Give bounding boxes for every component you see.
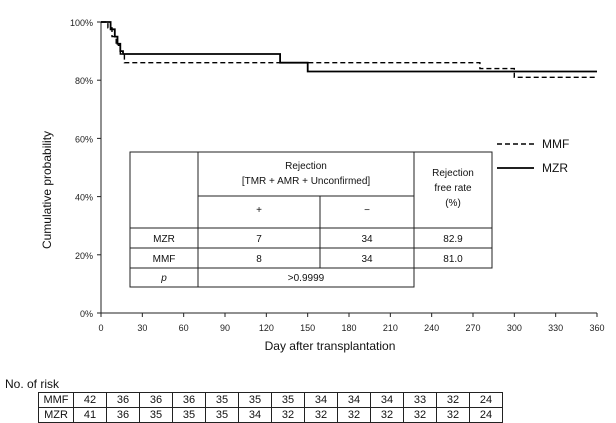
risk-cell: 34 [337, 392, 371, 408]
risk-cell: 35 [238, 392, 272, 408]
y-axis-title: Cumulative probability [40, 131, 54, 249]
risk-cell: 32 [436, 392, 470, 408]
free-rate-unit: (%) [445, 198, 461, 209]
x-tick-label: 270 [465, 323, 480, 333]
risk-cell: 42 [73, 392, 107, 408]
risk-row-mmf: MMF 42 36 36 36 35 35 35 34 34 34 33 32 24 [38, 392, 503, 408]
risk-cell: 35 [271, 392, 305, 408]
risk-row-label: MZR [38, 407, 74, 423]
rejection-free-table: Rejection free rate (%) 82.9 81.0 [413, 151, 493, 269]
risk-row-mzr: MZR 41 36 35 35 35 34 32 32 32 32 32 32 24 [38, 407, 503, 423]
x-axis-title: Day after transplantation [265, 339, 396, 353]
legend-mzr-label: MZR [542, 161, 568, 175]
x-tick-label: 0 [98, 323, 103, 333]
risk-cell: 35 [205, 392, 239, 408]
risk-cell: 33 [403, 392, 437, 408]
y-tick-label: 0% [80, 309, 93, 319]
risk-cell: 24 [469, 392, 503, 408]
x-ticks: 0 30 60 90 120 150 180 210 240 270 300 330 360 [98, 313, 605, 333]
risk-cell: 24 [469, 407, 503, 423]
mzr-minus-value: 34 [361, 234, 373, 245]
risk-cell: 36 [106, 392, 140, 408]
x-tick-label: 60 [179, 323, 189, 333]
x-tick-label: 240 [424, 323, 439, 333]
survival-chart: 0 30 60 90 120 150 180 210 240 270 300 330 360 0% 20%… [40, 18, 605, 353]
series-line-mmf [101, 21, 597, 79]
risk-cell: 32 [337, 407, 371, 423]
risk-cell: 41 [73, 407, 107, 423]
x-tick-label: 120 [259, 323, 274, 333]
rejection-subheader: [TMR + AMR + Unconfirmed] [242, 176, 371, 187]
mzr-free-rate: 82.9 [443, 234, 463, 245]
risk-cell: 32 [403, 407, 437, 423]
p-label: p [160, 273, 167, 284]
risk-cell: 35 [205, 407, 239, 423]
risk-cell: 32 [436, 407, 470, 423]
risk-cell: 32 [370, 407, 404, 423]
x-tick-label: 300 [507, 323, 522, 333]
series-lines [101, 21, 597, 79]
y-tick-label: 60% [75, 134, 93, 144]
mzr-plus-value: 7 [256, 234, 262, 245]
mmf-plus-value: 8 [256, 254, 262, 265]
inset-table-bg [129, 151, 415, 288]
risk-cell: 34 [370, 392, 404, 408]
risk-table-title: No. of risk [5, 377, 60, 391]
free-rate-header: free rate [434, 183, 472, 194]
risk-cell: 36 [106, 407, 140, 423]
risk-cell: 36 [139, 392, 173, 408]
risk-row-label: MMF [38, 392, 74, 408]
x-tick-label: 210 [383, 323, 398, 333]
inset-table: Rejection [TMR + AMR + Unconfirmed] + − … [129, 151, 415, 288]
x-tick-label: 180 [341, 323, 356, 333]
rejection-header: Rejection [285, 161, 327, 172]
risk-cell: 32 [304, 407, 338, 423]
series-line-mzr [101, 21, 597, 73]
x-tick-label: 90 [220, 323, 230, 333]
mmf-minus-value: 34 [361, 254, 373, 265]
risk-cell: 34 [238, 407, 272, 423]
x-tick-label: 330 [548, 323, 563, 333]
minus-column-header: − [364, 205, 370, 216]
y-tick-label: 100% [70, 18, 93, 28]
legend-mmf-label: MMF [542, 137, 569, 151]
mzr-row-label: MZR [153, 234, 175, 245]
risk-cell: 35 [172, 407, 206, 423]
risk-cell: 35 [139, 407, 173, 423]
y-ticks: 0% 20% 40% 60% 80% 100% [70, 18, 101, 319]
risk-cell: 32 [271, 407, 305, 423]
mmf-free-rate: 81.0 [443, 254, 463, 265]
p-value: >0.9999 [288, 273, 325, 284]
x-tick-label: 360 [589, 323, 604, 333]
x-tick-label: 30 [137, 323, 147, 333]
legend: MMF MZR [497, 137, 569, 175]
mmf-row-label: MMF [153, 254, 176, 265]
rejection-free-table-bg [413, 151, 493, 269]
y-tick-label: 80% [75, 76, 93, 86]
x-tick-label: 150 [300, 323, 315, 333]
risk-cell: 34 [304, 392, 338, 408]
y-tick-label: 40% [75, 193, 93, 203]
risk-table: MMF 42 36 36 36 35 35 35 34 34 34 33 32 24 MZR 41 36 35 35… [38, 392, 503, 423]
y-tick-label: 20% [75, 251, 93, 261]
free-rate-header: Rejection [432, 168, 474, 179]
plus-column-header: + [256, 205, 262, 216]
risk-cell: 36 [172, 392, 206, 408]
